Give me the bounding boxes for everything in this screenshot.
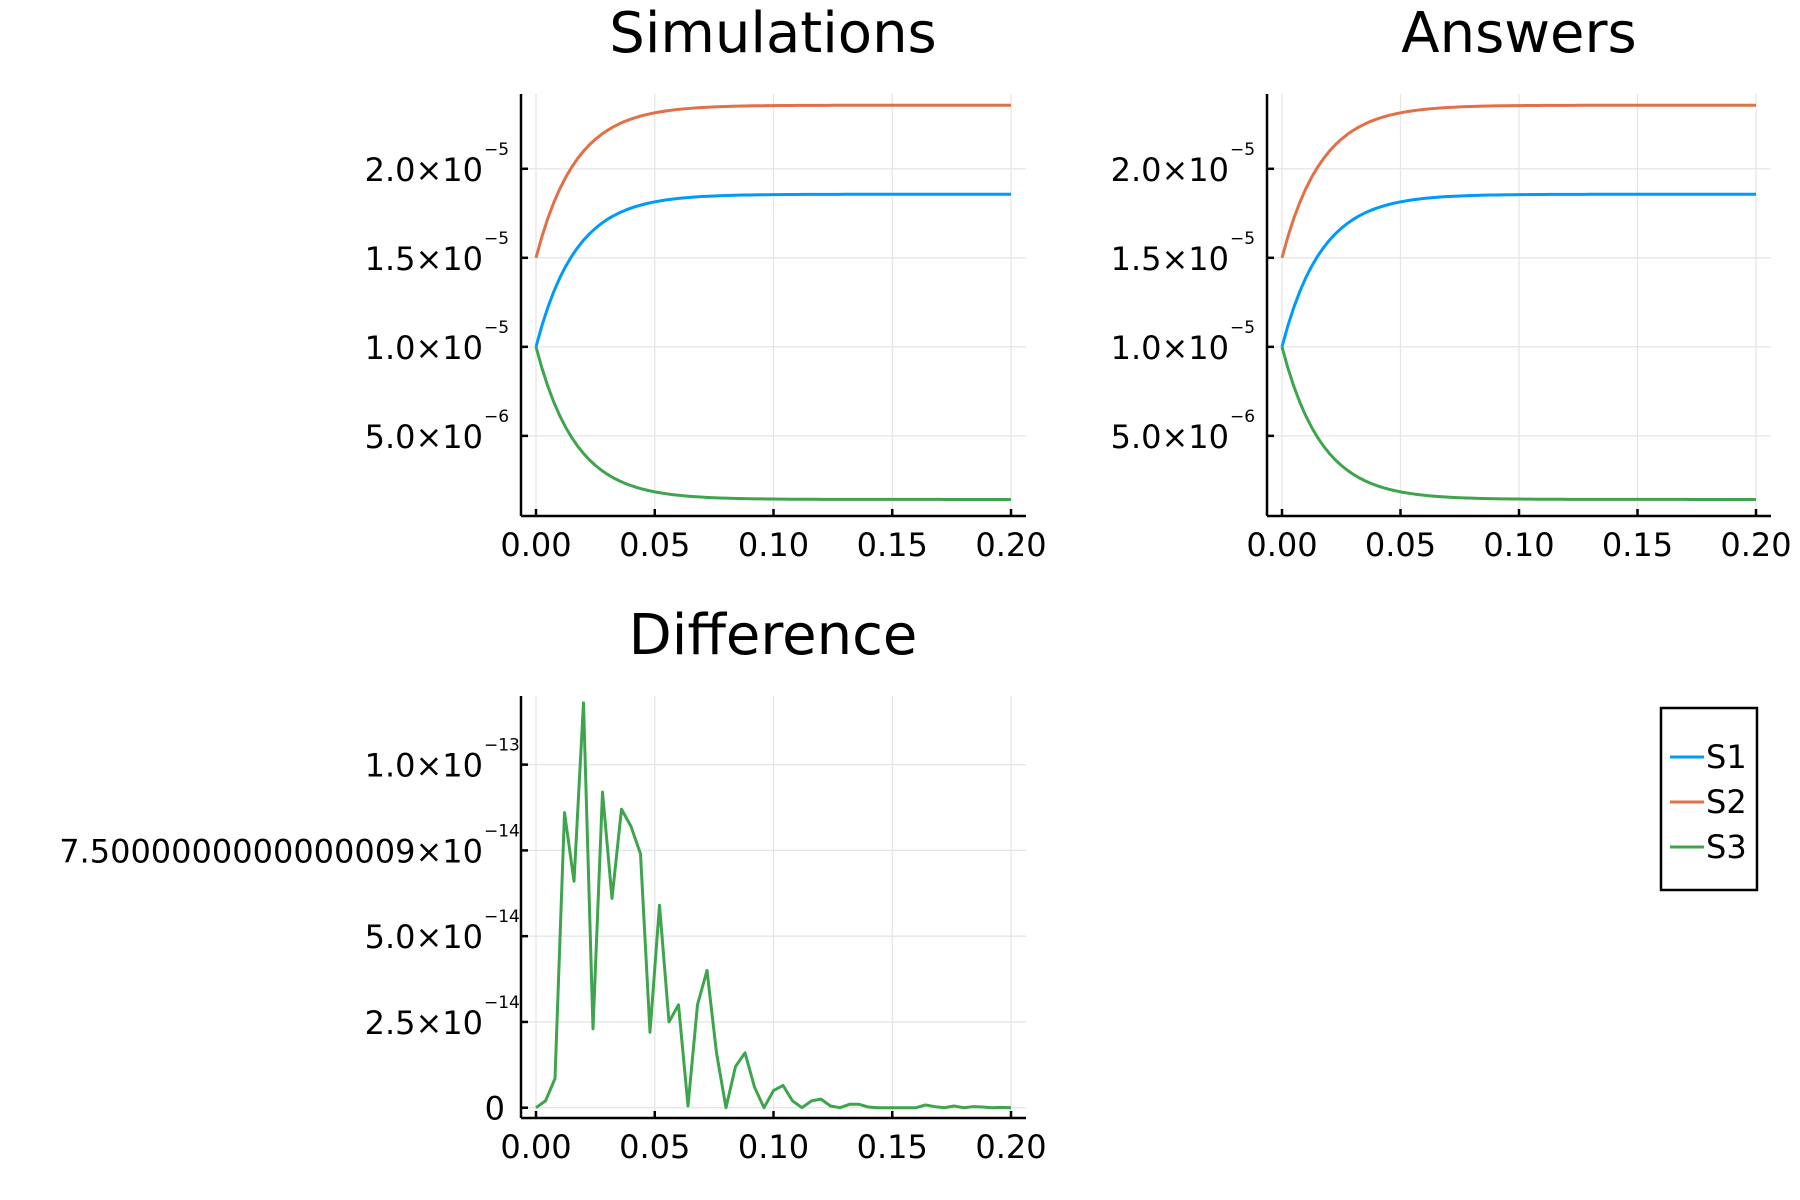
legend-label-s2: S2 (1706, 783, 1747, 821)
legend-label-s3: S3 (1706, 828, 1747, 866)
answers-ticks: 0.00 0.05 0.10 0.15 0.205.0×10−61.0×10−51.5×… (1111, 140, 1792, 564)
difference-ytick-exponent: −14 (484, 993, 520, 1013)
difference-ytick-label: 2.5×10 (365, 1004, 483, 1042)
answers-ytick-exponent: −5 (1230, 229, 1255, 249)
simulations-series (534, 103, 1011, 501)
difference-xtick-label: 0.20 (975, 1128, 1046, 1166)
difference-ytick-exponent: −13 (484, 736, 520, 756)
answers-series-s2-line (1280, 103, 1756, 259)
answers-panel: Answers 0.00 0.05 0.10 0.15 0.20 5.0×10−6 1.0×… (1111, 1, 1792, 564)
difference-title: Difference (629, 603, 918, 668)
difference-ytick-label: 0 (485, 1090, 505, 1128)
answers-xtick-label: 0.10 (1483, 526, 1554, 564)
simulations-xtick-label: 0.15 (857, 526, 928, 564)
answers-ytick-label: 1.5×10 (1111, 240, 1229, 278)
simulations-ytick-exponent: −5 (484, 229, 509, 249)
simulations-series-s3-line (534, 346, 1011, 501)
simulations-title: Simulations (609, 1, 936, 66)
answers-ytick-label: 2.0×10 (1111, 151, 1229, 189)
legend: S1 S2 S3 (1659, 706, 1759, 892)
answers-series-s3-line (1280, 346, 1756, 501)
simulations-ytick-exponent: −5 (484, 140, 509, 160)
answers-ytick-label: 5.0×10 (1111, 418, 1229, 456)
legend-label-s1: S1 (1706, 738, 1747, 776)
answers-xtick-label: 0.00 (1246, 526, 1317, 564)
difference-ytick-label: 5.0×10 (365, 918, 483, 956)
simulations-xtick-label: 0.00 (500, 526, 571, 564)
answers-ytick-exponent: −6 (1230, 407, 1255, 427)
difference-ytick-label: 7.5000000000000009×10 (59, 832, 483, 870)
simulations-ytick-label: 1.5×10 (365, 240, 483, 278)
answers-grid (1267, 94, 1771, 516)
answers-xtick-label: 0.15 (1602, 526, 1673, 564)
simulations-ticks: 0.00 0.05 0.10 0.15 0.205.0×10−61.0×10−51.5×… (365, 140, 1047, 564)
difference-xtick-label: 0.05 (619, 1128, 690, 1166)
difference-ytick-exponent: −14 (484, 907, 520, 927)
answers-ytick-label: 1.0×10 (1111, 329, 1229, 367)
simulations-ytick-label: 2.0×10 (365, 151, 483, 189)
answers-axes (1265, 94, 1771, 518)
difference-axes (519, 696, 1026, 1120)
difference-ticks: 0.00 0.05 0.10 0.15 0.2002.5×10−145.0×10−147… (59, 736, 1046, 1166)
simulations-series-s1-line (534, 192, 1011, 348)
simulations-ytick-label: 1.0×10 (365, 329, 483, 367)
answers-ytick-exponent: −5 (1230, 318, 1255, 338)
legend-box (1659, 706, 1759, 892)
answers-xtick-label: 0.05 (1365, 526, 1436, 564)
difference-series-s3-line (535, 701, 1012, 1110)
simulations-axes (519, 94, 1026, 518)
answers-ytick-exponent: −5 (1230, 140, 1255, 160)
simulations-ytick-label: 5.0×10 (365, 418, 483, 456)
simulations-panel: Simulations 0.00 0.05 0.10 0.15 0.20 5.0×10−6… (365, 1, 1047, 564)
answers-xtick-label: 0.20 (1720, 526, 1791, 564)
difference-ytick-exponent: −14 (484, 821, 520, 841)
simulations-ytick-exponent: −6 (484, 407, 509, 427)
answers-series (1280, 103, 1756, 501)
difference-xtick-label: 0.10 (738, 1128, 809, 1166)
simulations-xtick-label: 0.20 (975, 526, 1046, 564)
answers-series-s1-line (1280, 192, 1756, 348)
difference-xtick-label: 0.15 (857, 1128, 928, 1166)
difference-xtick-label: 0.00 (500, 1128, 571, 1166)
difference-ytick-label: 1.0×10 (365, 747, 483, 785)
difference-series (535, 701, 1012, 1110)
simulations-grid (521, 94, 1026, 516)
simulations-series-s2-line (534, 103, 1011, 259)
simulations-xtick-label: 0.10 (738, 526, 809, 564)
simulations-ytick-exponent: −5 (484, 318, 509, 338)
simulations-xtick-label: 0.05 (619, 526, 690, 564)
difference-panel: Difference 0.00 0.05 0.10 0.15 0.2002.5×10−1… (59, 603, 1046, 1166)
answers-title: Answers (1401, 1, 1636, 66)
